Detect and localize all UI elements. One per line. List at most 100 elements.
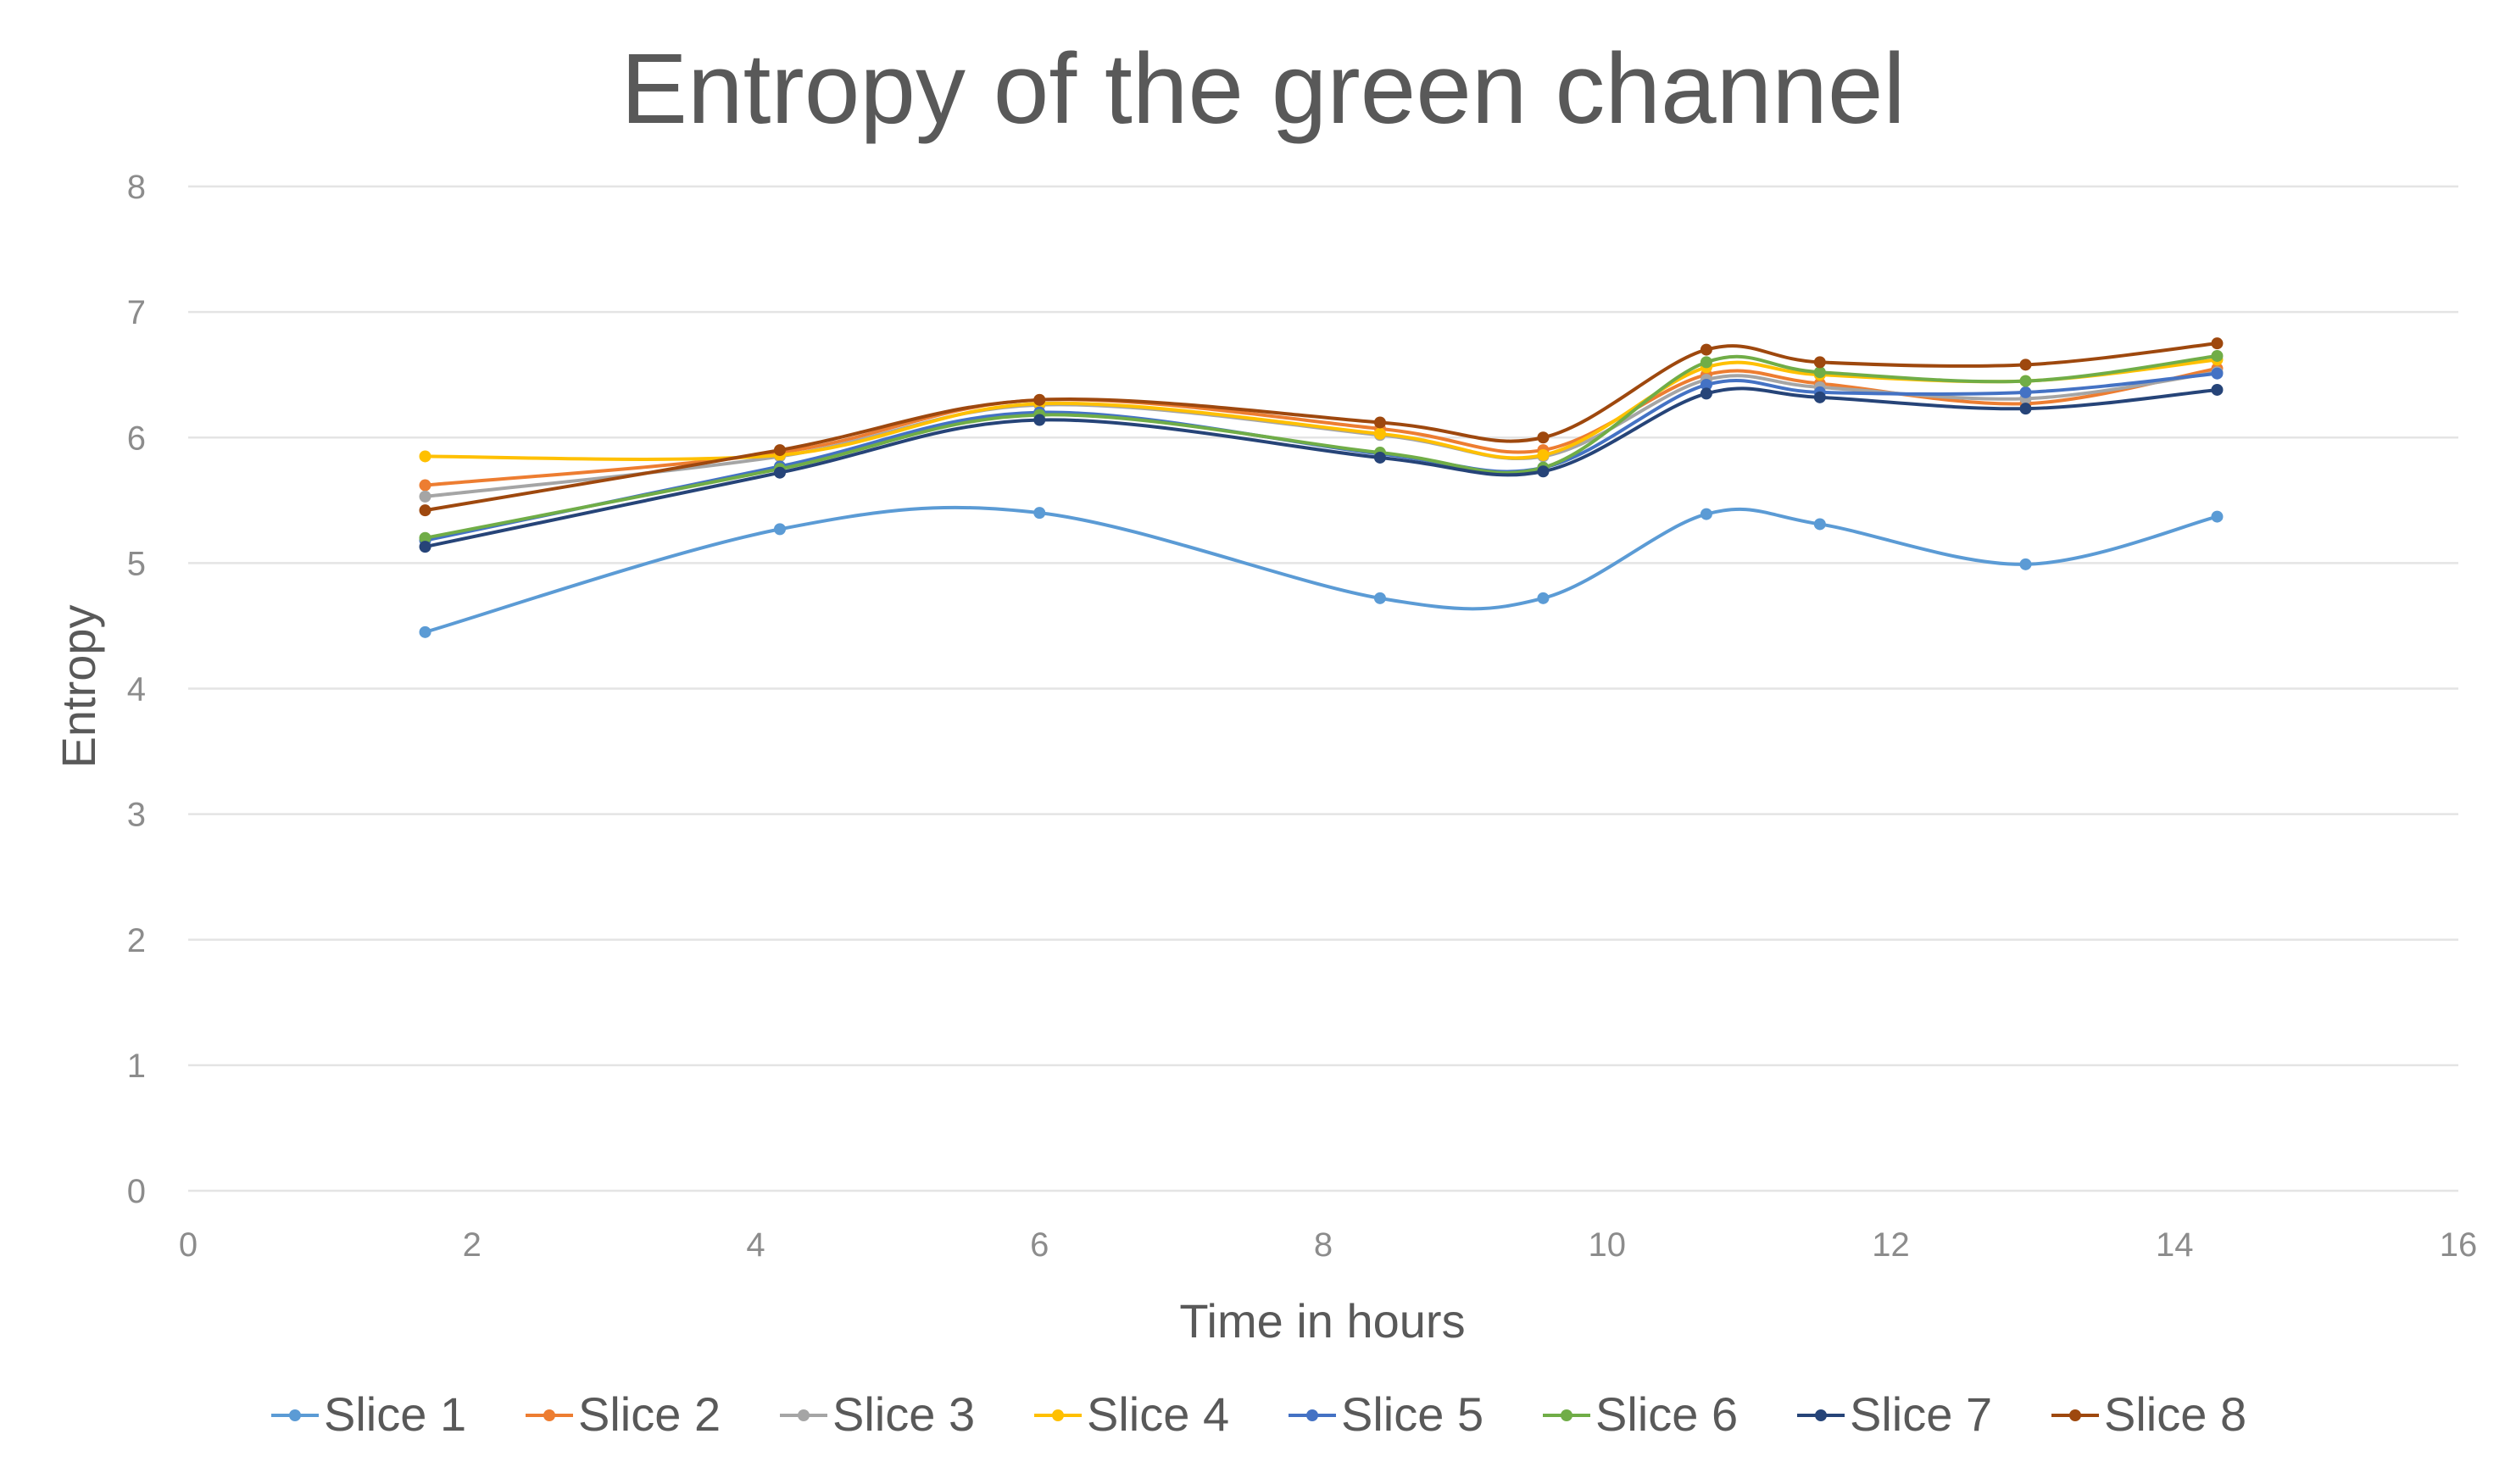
x-tick-label: 2 xyxy=(463,1226,481,1264)
gridlines xyxy=(188,185,2458,1192)
data-point xyxy=(419,541,431,553)
chart-title: Entropy of the green channel xyxy=(621,33,1905,145)
legend-marker xyxy=(543,1409,555,1421)
y-tick-label: 2 xyxy=(127,922,146,959)
data-point xyxy=(2211,510,2224,523)
data-point xyxy=(419,625,431,638)
data-point xyxy=(1373,427,1386,440)
data-point xyxy=(1373,416,1386,429)
series-6 xyxy=(419,349,2224,544)
data-point xyxy=(1537,431,1550,444)
data-point xyxy=(1813,356,1826,369)
y-axis-ticks: 0 1 2 3 4 5 6 7 8 xyxy=(127,169,146,1210)
legend-item-slice-1[interactable]: Slice 1 xyxy=(271,1387,466,1441)
data-point xyxy=(419,479,431,492)
data-point xyxy=(2019,375,2032,387)
data-point xyxy=(1033,507,1046,520)
y-tick-label: 8 xyxy=(127,169,146,206)
legend-item-slice-6[interactable]: Slice 6 xyxy=(1543,1387,1738,1441)
data-point xyxy=(773,523,786,536)
y-tick-label: 5 xyxy=(127,545,146,582)
series-line xyxy=(423,366,2219,487)
series-7 xyxy=(419,383,2224,553)
data-point xyxy=(2211,349,2224,362)
data-point xyxy=(1813,391,1826,403)
data-point xyxy=(1033,414,1046,426)
legend-marker xyxy=(1052,1409,1064,1421)
x-tick-label: 0 xyxy=(179,1226,198,1264)
series-layer xyxy=(419,337,2224,638)
data-point xyxy=(1700,379,1712,392)
x-tick-label: 4 xyxy=(746,1226,765,1264)
legend-label: Slice 6 xyxy=(1595,1387,1738,1441)
data-point xyxy=(773,444,786,457)
data-point xyxy=(1537,448,1550,461)
x-tick-label: 16 xyxy=(2440,1226,2478,1264)
x-tick-label: 12 xyxy=(1872,1226,1910,1264)
legend-marker xyxy=(798,1409,810,1421)
series-1 xyxy=(419,505,2224,638)
series-line xyxy=(423,342,2219,513)
data-point xyxy=(1537,465,1550,478)
data-point xyxy=(1700,508,1712,520)
y-axis-label: Entropy xyxy=(52,605,105,769)
data-point xyxy=(1700,387,1712,400)
data-point xyxy=(419,531,431,544)
legend-marker xyxy=(289,1409,301,1421)
data-point xyxy=(2019,358,2032,371)
series-line xyxy=(423,353,2219,540)
legend-label: Slice 3 xyxy=(832,1387,975,1441)
data-point xyxy=(419,504,431,517)
legend-label: Slice 4 xyxy=(1087,1387,1229,1441)
legend[interactable]: Slice 1 Slice 2 Slice 3 Slice 4 Slice 5 Slice… xyxy=(271,1387,2246,1441)
y-tick-label: 6 xyxy=(127,420,146,457)
data-point xyxy=(2211,383,2224,396)
legend-item-slice-4[interactable]: Slice 4 xyxy=(1034,1387,1229,1441)
data-point xyxy=(2211,337,2224,350)
y-tick-label: 7 xyxy=(127,294,146,331)
legend-marker xyxy=(1815,1409,1827,1421)
data-point xyxy=(419,490,431,503)
legend-marker xyxy=(1561,1409,1572,1421)
data-point xyxy=(1033,393,1046,406)
legend-item-slice-2[interactable]: Slice 2 xyxy=(526,1387,721,1441)
legend-label: Slice 8 xyxy=(2104,1387,2246,1441)
legend-label: Slice 5 xyxy=(1341,1387,1483,1441)
data-point xyxy=(2019,386,2032,398)
y-tick-label: 3 xyxy=(127,797,146,834)
y-tick-label: 0 xyxy=(127,1173,146,1210)
legend-item-slice-3[interactable]: Slice 3 xyxy=(780,1387,975,1441)
x-axis-label: Time in hours xyxy=(1179,1294,1465,1348)
data-point xyxy=(1700,343,1712,356)
data-point xyxy=(2211,367,2224,380)
data-point xyxy=(1700,356,1712,369)
data-point xyxy=(2019,403,2032,415)
legend-item-slice-8[interactable]: Slice 8 xyxy=(2051,1387,2246,1441)
legend-label: Slice 2 xyxy=(578,1387,721,1441)
series-line xyxy=(423,505,2219,634)
data-point xyxy=(1373,592,1386,604)
data-point xyxy=(2019,558,2032,570)
legend-label: Slice 1 xyxy=(324,1387,466,1441)
legend-label: Slice 7 xyxy=(1850,1387,1992,1441)
x-tick-label: 14 xyxy=(2156,1226,2194,1264)
x-tick-label: 8 xyxy=(1314,1226,1333,1264)
x-tick-label: 6 xyxy=(1030,1226,1049,1264)
legend-marker xyxy=(1306,1409,1318,1421)
legend-item-slice-5[interactable]: Slice 5 xyxy=(1289,1387,1483,1441)
series-8 xyxy=(419,337,2224,517)
data-point xyxy=(773,466,786,479)
data-point xyxy=(1813,518,1826,531)
x-tick-label: 10 xyxy=(1589,1226,1627,1264)
legend-item-slice-7[interactable]: Slice 7 xyxy=(1797,1387,1992,1441)
data-point xyxy=(1813,366,1826,379)
data-point xyxy=(1537,592,1550,604)
y-tick-label: 1 xyxy=(127,1048,146,1085)
series-line xyxy=(423,386,2219,549)
legend-marker xyxy=(2069,1409,2081,1421)
y-tick-label: 4 xyxy=(127,671,146,709)
data-point xyxy=(419,450,431,463)
